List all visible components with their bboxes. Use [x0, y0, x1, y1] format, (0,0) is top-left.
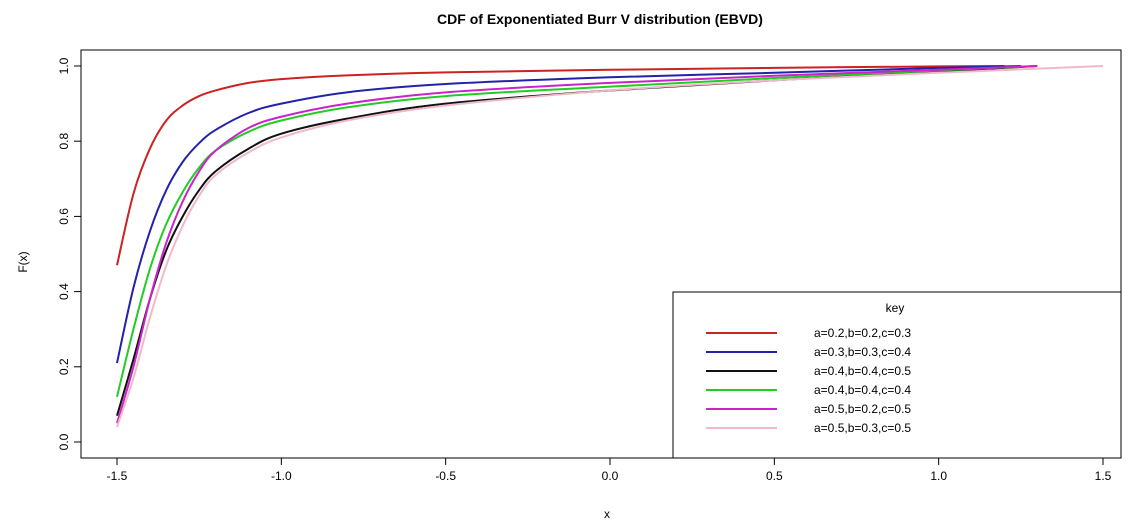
legend-label: a=0.5,b=0.3,c=0.5 — [814, 421, 911, 435]
legend-label: a=0.4,b=0.4,c=0.4 — [814, 383, 911, 397]
legend-label: a=0.3,b=0.3,c=0.4 — [814, 345, 911, 359]
x-tick-label: 0.0 — [602, 469, 619, 483]
x-tick-label: 0.5 — [766, 469, 783, 483]
x-axis-label: x — [604, 507, 610, 521]
plot-frame — [80, 49, 1122, 459]
x-tick-label: -1.5 — [107, 469, 128, 483]
y-tick-label: 0.6 — [57, 208, 71, 225]
y-tick-label: 0.0 — [57, 433, 71, 450]
series-line-2 — [116, 65, 1021, 364]
legend-label: a=0.4,b=0.4,c=0.5 — [814, 364, 911, 378]
x-tick-label: 1.5 — [1095, 469, 1112, 483]
series-line-4 — [116, 65, 1038, 398]
y-tick-label: 0.4 — [57, 283, 71, 300]
legend-title: key — [886, 301, 905, 315]
legend-entries: a=0.2,b=0.2,c=0.3 a=0.3,b=0.3,c=0.4 a=0.4,… — [706, 326, 911, 435]
legend: key a=0.2,b=0.2,c=0.3a=0.3,b=0.3,c=0.4a=… — [672, 291, 1122, 459]
series-line-5 — [116, 65, 1038, 424]
legend-label: a=0.5,b=0.2,c=0.5 — [814, 402, 911, 416]
chart-title: CDF of Exponentiated Burr V distribution… — [437, 11, 763, 27]
legend-label: a=0.2,b=0.2,c=0.3 — [814, 326, 911, 340]
x-axis: -1.5 -1.0 -0.5 0.0 0.5 1.0 1.5 — [107, 458, 1112, 483]
series-lines — [116, 65, 1104, 428]
y-tick-label: 0.8 — [57, 133, 71, 150]
y-axis-label: F(x) — [16, 251, 30, 272]
y-axis: 0.0 0.2 0.4 0.6 0.8 1.0 — [57, 57, 81, 450]
legend-box — [672, 291, 1122, 459]
y-tick-label: 0.2 — [57, 358, 71, 375]
y-tick-label: 1.0 — [57, 57, 71, 74]
series-line-6 — [116, 65, 1104, 428]
series-line-1 — [116, 65, 1005, 266]
x-tick-label: -1.0 — [271, 469, 292, 483]
x-tick-label: -0.5 — [435, 469, 456, 483]
x-tick-label: 1.0 — [930, 469, 947, 483]
